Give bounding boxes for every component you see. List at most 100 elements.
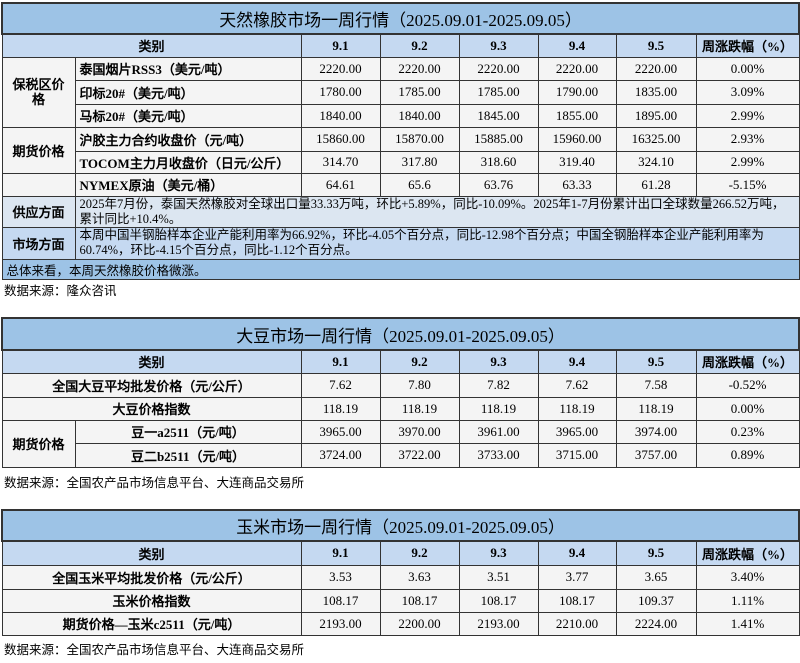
row-label: NYMEX原油（美元/桶） (74, 172, 302, 197)
cell: 118.19 (300, 396, 381, 421)
row-label: 沪胶主力合约收盘价（元/吨） (74, 126, 302, 152)
cell: 7.62 (300, 372, 381, 398)
row-label: 印标20#（美元/吨） (74, 79, 302, 105)
cell: 3.53 (300, 564, 381, 590)
data-source: 数据来源：全国农产品市场信息平台、大连商品交易所 (4, 476, 305, 490)
table-title: 玉米市场一周行情（2025.09.01-2025.09.05） (0, 509, 800, 542)
cell: 2210.00 (537, 611, 617, 636)
cell: 2220.00 (379, 56, 460, 81)
market-text: 本周中国半钢胎样本企业产能利用率为66.92%，环比-4.05个百分点，同比-1… (74, 226, 800, 260)
data-source: 数据来源：隆众咨讯 (4, 284, 117, 298)
row-label: 马标20#（美元/吨） (74, 103, 302, 128)
row-label: 期货价格—玉米c2511（元/吨） (1, 611, 302, 636)
row-label: TOCOM主力月收盘价（日元/公斤） (74, 150, 302, 174)
change-cell: 3.09% (695, 79, 800, 105)
cell: 108.17 (537, 588, 617, 613)
corn-market-table: 玉米市场一周行情（2025.09.01-2025.09.05） 类别 9.1 9.… (0, 509, 800, 636)
cell: 2193.00 (458, 611, 539, 636)
group-label: 期货价格 (1, 419, 76, 468)
table-row: 全国大豆平均批发价格（元/公斤） 7.62 7.80 7.82 7.62 7.58 -0.… (1, 372, 800, 398)
cell: 61.28 (615, 172, 697, 197)
cell: 3.77 (537, 564, 617, 590)
change-cell: 3.40% (695, 564, 800, 590)
header-date: 9.2 (379, 33, 460, 58)
market-label: 市场方面 (1, 226, 76, 260)
cell: 1840.00 (300, 103, 381, 128)
row-label: 全国大豆平均批发价格（元/公斤） (1, 372, 302, 398)
cell: 1790.00 (537, 79, 617, 105)
change-cell: 1.11% (695, 588, 800, 613)
row-label: 豆二b2511（元/吨） (74, 442, 302, 468)
change-cell: -5.15% (695, 172, 800, 197)
cell: 15960.00 (537, 126, 617, 152)
cell: 108.17 (300, 588, 381, 613)
cell: 64.61 (300, 172, 381, 197)
cell: 7.58 (615, 372, 697, 398)
cell: 319.40 (537, 150, 617, 174)
table-row: 期货价格 豆一a2511（元/吨） 3965.00 3970.00 3961.00 3… (1, 419, 800, 468)
header-date: 9.2 (379, 349, 460, 374)
cell: 118.19 (537, 396, 617, 421)
header-date: 9.3 (458, 540, 539, 566)
table-row: 印标20#（美元/吨） 1780.00 1785.00 1785.00 1790.00… (2, 79, 800, 105)
cell: 2200.00 (379, 611, 460, 636)
cell: 1845.00 (458, 103, 539, 128)
cell: 318.60 (458, 150, 539, 174)
cell: 108.17 (458, 588, 539, 613)
cell: 324.10 (615, 150, 697, 174)
table-row: 马标20#（美元/吨） 1840.00 1840.00 1845.00 1855.00… (2, 103, 800, 128)
data-source: 数据来源：全国农产品市场信息平台、大连商品交易所 (4, 643, 305, 657)
cell: 3974.00 (615, 419, 697, 444)
group-label: 保税区价格 (1, 56, 76, 128)
change-cell: 0.00% (695, 56, 800, 81)
cell: 1855.00 (537, 103, 617, 128)
cell: 15870.00 (379, 126, 460, 152)
cell: 7.82 (458, 372, 539, 398)
header-date: 9.1 (300, 540, 381, 566)
cell: 3733.00 (458, 442, 539, 468)
table-row: 豆二b2511（元/吨） 3724.00 3722.00 3733.00 3715.0… (2, 442, 800, 468)
change-cell: 2.99% (695, 103, 800, 128)
cell: 108.17 (379, 588, 460, 613)
group-label: 期货价格 (1, 126, 76, 174)
row-label: 玉米价格指数 (1, 588, 302, 613)
row-label: 泰国烟片RSS3（美元/吨） (74, 56, 302, 81)
cell: 1780.00 (300, 79, 381, 105)
change-cell: -0.52% (695, 372, 800, 398)
cell: 1835.00 (615, 79, 697, 105)
cell: 3970.00 (379, 419, 460, 444)
table-title: 大豆市场一周行情（2025.09.01-2025.09.05） (0, 317, 800, 351)
header-date: 9.3 (458, 33, 539, 58)
header-change: 周涨跌幅（%） (695, 540, 800, 566)
cell: 15860.00 (300, 126, 381, 152)
cell: 7.62 (537, 372, 617, 398)
cell: 2220.00 (537, 56, 617, 81)
cell: 3965.00 (537, 419, 617, 444)
table-row: 全国玉米平均批发价格（元/公斤） 3.53 3.63 3.51 3.77 3.65 3.4… (1, 564, 800, 590)
change-cell: 2.99% (695, 150, 800, 174)
cell: 3961.00 (458, 419, 539, 444)
header-date: 9.2 (379, 540, 460, 566)
cell: 118.19 (379, 396, 460, 421)
cell: 2224.00 (615, 611, 697, 636)
cell: 3.63 (379, 564, 460, 590)
supply-label: 供应方面 (1, 195, 76, 228)
change-cell: 0.23% (695, 419, 800, 444)
change-cell: 0.00% (695, 396, 800, 421)
cell: 63.33 (537, 172, 617, 197)
table-row: TOCOM主力月收盘价（日元/公斤） 314.70 317.80 318.60 319… (2, 150, 800, 174)
cell: 2220.00 (615, 56, 697, 81)
table-row: 大豆价格指数 118.19 118.19 118.19 118.19 118.19 0.0… (1, 396, 800, 421)
cell: 2220.00 (300, 56, 381, 81)
table-title: 天然橡胶市场一周行情（2025.09.01-2025.09.05） (0, 2, 800, 35)
cell: 3715.00 (537, 442, 617, 468)
header-date: 9.1 (300, 33, 381, 58)
row-label: 大豆价格指数 (1, 396, 302, 421)
rubber-market-table: 天然橡胶市场一周行情（2025.09.01-2025.09.05） 类别 9.1… (0, 2, 800, 280)
cell: 1785.00 (458, 79, 539, 105)
change-cell: 2.93% (695, 126, 800, 152)
change-cell: 1.41% (695, 611, 800, 636)
cell: 118.19 (615, 396, 697, 421)
row-label: 全国玉米平均批发价格（元/公斤） (1, 564, 302, 590)
cell: 65.6 (379, 172, 460, 197)
